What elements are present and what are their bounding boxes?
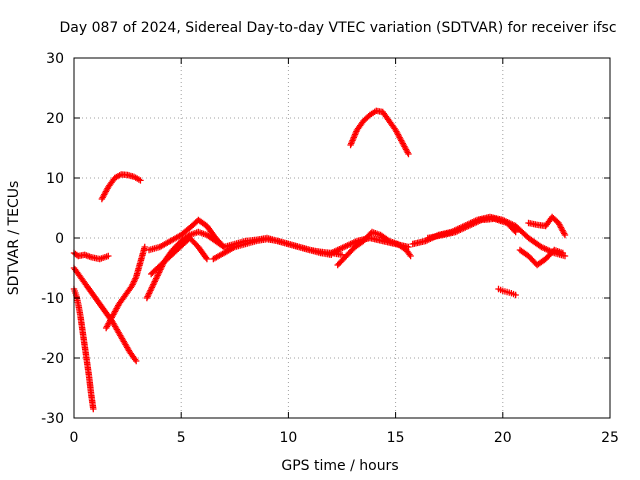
data-point: [405, 243, 412, 251]
series-arc-q: [525, 213, 569, 239]
x-tick-label: 25: [601, 430, 619, 446]
data-point: [220, 243, 228, 251]
series-arc-n: [424, 215, 519, 242]
data-point: [407, 252, 414, 260]
data-point: [141, 243, 148, 251]
x-axis-ticks: 0 5 10 15 20 25: [70, 58, 619, 446]
x-tick-label: 20: [494, 430, 512, 446]
series-arc-b: [70, 285, 97, 413]
series-arc-p: [516, 246, 567, 269]
y-axis-label: SDTVAR / TECUs: [6, 181, 22, 296]
series-arc-a: [70, 249, 112, 263]
data-point: [559, 249, 567, 257]
x-tick-label: 5: [177, 430, 186, 446]
data-point: [512, 228, 519, 236]
series-arc-l: [347, 107, 412, 158]
y-tick-label: -10: [41, 291, 64, 307]
series-arc-o: [495, 285, 519, 299]
y-tick-label: 10: [46, 171, 64, 187]
series-arc-d: [102, 243, 148, 332]
series-arc-g: [145, 216, 228, 254]
y-tick-label: 20: [46, 111, 64, 127]
data-point-fill: [202, 254, 210, 261]
x-tick-label: 10: [279, 430, 297, 446]
chart-title: Day 087 of 2024, Sidereal Day-to-day VTE…: [59, 20, 616, 36]
grid-lines: [74, 58, 610, 418]
series-arc-k: [328, 234, 412, 257]
data-point: [105, 252, 112, 260]
x-tick-label: 15: [387, 430, 405, 446]
y-tick-label: 30: [46, 51, 64, 67]
data-point: [132, 357, 140, 365]
y-tick-label: -20: [41, 351, 64, 367]
data-points: [70, 107, 569, 413]
series-arc-h: [147, 234, 211, 278]
data-point: [137, 177, 144, 184]
series-arc-c: [70, 264, 140, 365]
data-point: [405, 150, 412, 158]
data-point-fill: [219, 242, 227, 249]
data-point: [561, 231, 569, 239]
data-point-fill: [511, 227, 518, 234]
y-tick-label: 0: [55, 231, 64, 247]
series-arc-i: [210, 236, 346, 263]
x-tick-label: 0: [70, 430, 79, 446]
data-point: [90, 405, 97, 413]
y-tick-label: -30: [41, 411, 64, 427]
x-axis-label: GPS time / hours: [281, 458, 398, 474]
series-arc-e: [98, 171, 144, 203]
y-axis-ticks: -30 -20 -10 0 10 20 30: [41, 51, 610, 427]
data-point: [512, 291, 519, 299]
data-point: [203, 255, 211, 263]
